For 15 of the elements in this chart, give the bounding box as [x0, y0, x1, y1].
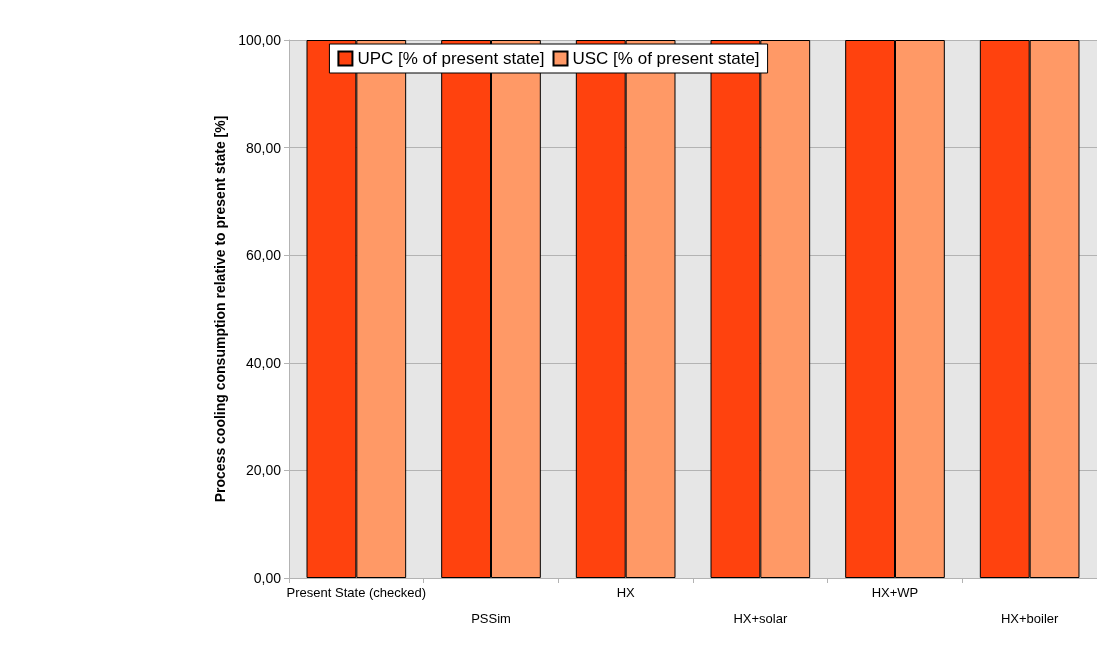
legend-label: UPC [% of present state]: [357, 49, 545, 68]
y-tick-label: 60,00: [245, 247, 282, 264]
legend-label: USC [% of present state]: [572, 49, 760, 68]
y-tick-label: 40,00: [245, 354, 282, 371]
x-tick-label: HX+WP: [871, 585, 919, 600]
x-tick-label: HX: [616, 585, 636, 600]
y-tick-label: 0,00: [253, 570, 282, 586]
y-tick-label: 100,00: [238, 32, 282, 48]
y-tick-label: 20,00: [245, 462, 282, 479]
y-tick-label: 80,00: [245, 139, 282, 156]
x-tick-label: Present State (checked): [286, 585, 427, 600]
x-tick-label: HX+boiler: [1000, 611, 1060, 626]
y-axis-title: Process cooling consumption relative to present state [%]: [212, 115, 228, 503]
x-tick-label: PSSim: [471, 611, 511, 626]
x-tick-label: HX+solar: [733, 611, 788, 626]
